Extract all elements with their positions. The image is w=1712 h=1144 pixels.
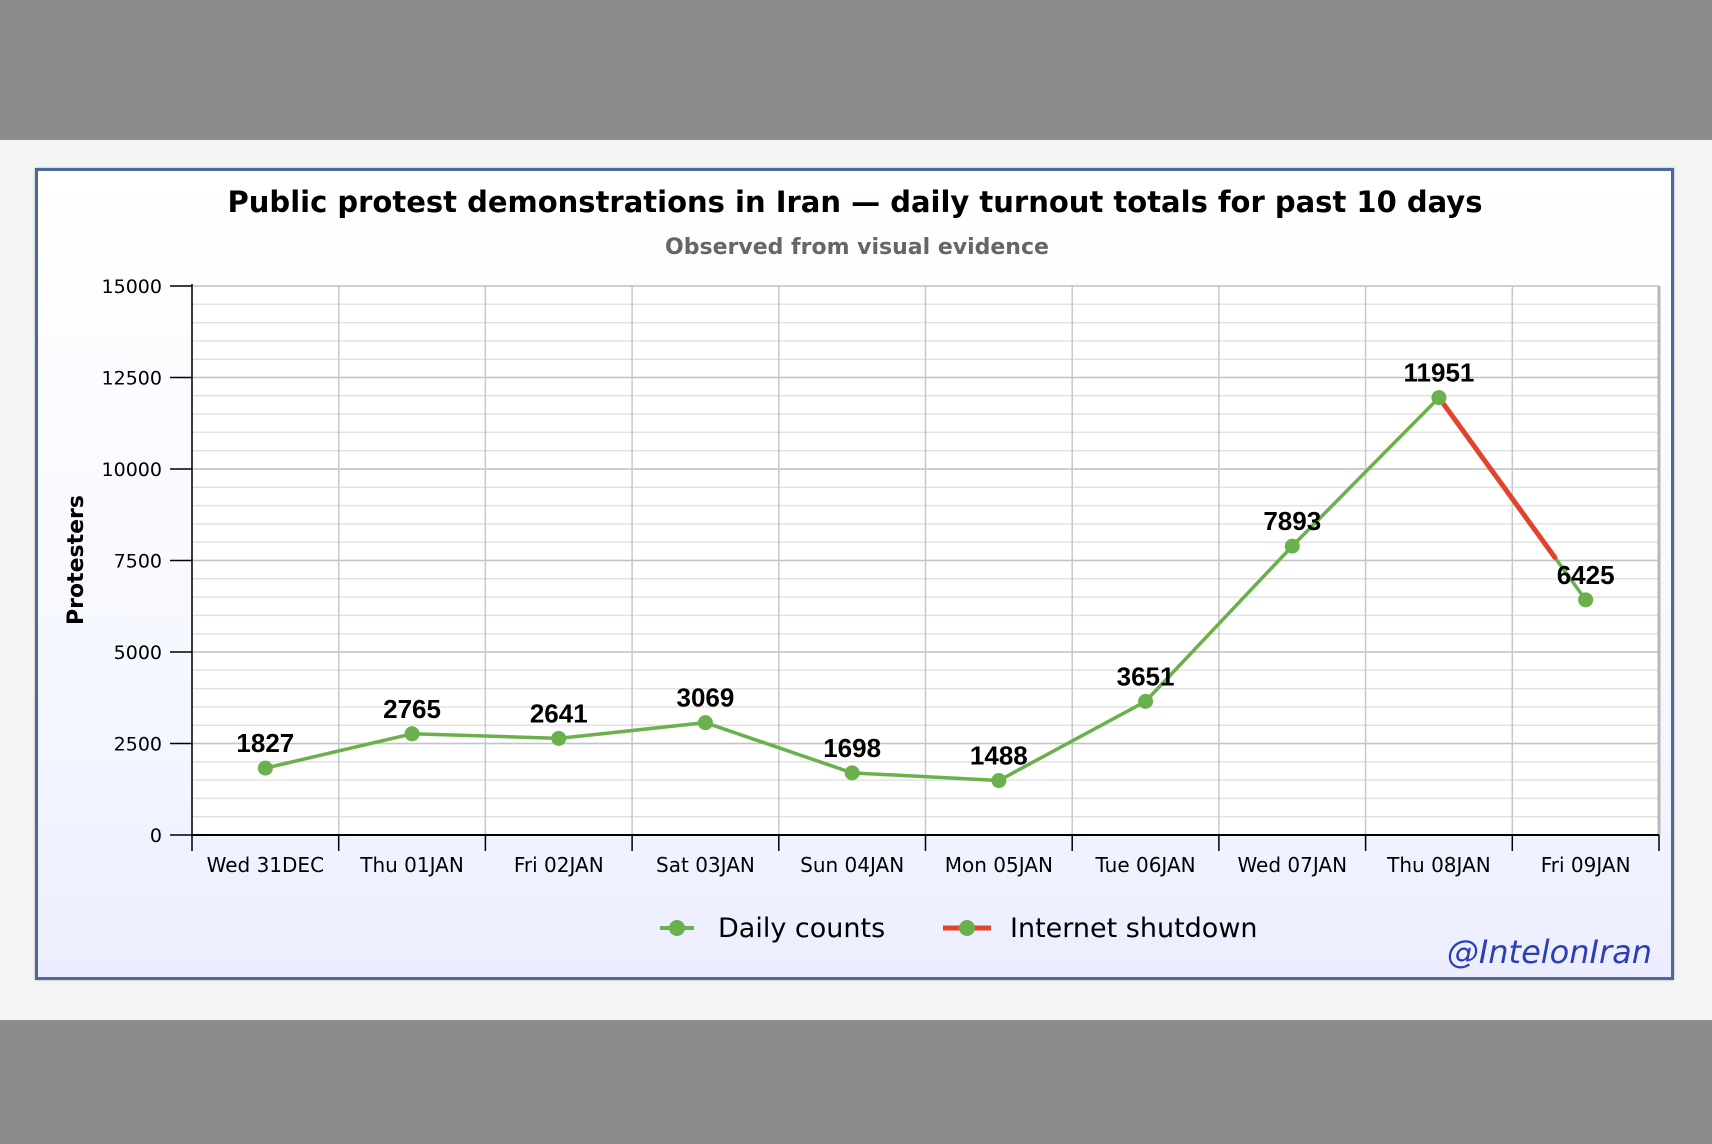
y-tick-label: 2500 (114, 734, 162, 756)
data-label: 1488 (970, 741, 1028, 771)
grid (191, 285, 1661, 836)
chart-subtitle: Observed from visual evidence (665, 235, 1049, 260)
data-label: 11951 (1404, 358, 1475, 388)
data-points (257, 390, 1594, 789)
y-axis-label: Protesters (64, 495, 89, 625)
y-tick-label: 5000 (114, 642, 162, 664)
legend-item-daily-counts[interactable]: Daily counts (660, 913, 885, 944)
y-tick-label: 0 (150, 825, 162, 847)
x-tick-label: Thu 01JAN (359, 853, 464, 877)
data-label: 3651 (1117, 661, 1175, 691)
legend-item-internet-shutdown[interactable]: Internet shutdown (943, 913, 1258, 944)
legend-marker-daily-counts (669, 920, 685, 936)
data-label: 1827 (236, 728, 294, 758)
data-point[interactable] (1284, 538, 1300, 554)
data-point[interactable] (844, 765, 860, 781)
data-point[interactable] (257, 760, 273, 776)
data-point[interactable] (991, 773, 1007, 789)
data-point[interactable] (697, 715, 713, 731)
watermark-handle: @IntelonIran (1447, 933, 1652, 971)
series-lines (264, 395, 1588, 783)
legend-marker-internet-shutdown (959, 920, 975, 936)
x-tick-label: Wed 31DEC (207, 853, 324, 877)
legend: Daily counts Internet shutdown (660, 913, 1258, 944)
data-label: 7893 (1263, 506, 1321, 536)
data-point[interactable] (1431, 390, 1447, 406)
x-tick-label: Sun 04JAN (800, 853, 904, 877)
x-tick-label: Fri 02JAN (514, 853, 604, 877)
legend-label-daily-counts: Daily counts (718, 913, 885, 944)
data-point[interactable] (404, 726, 420, 742)
x-tick-label: Tue 06JAN (1094, 853, 1195, 877)
data-label: 2765 (383, 694, 441, 724)
x-tick-label: Sat 03JAN (656, 853, 755, 877)
data-label: 6425 (1557, 560, 1615, 590)
axes: 0 2500 5000 7500 10000 12500 15000 Wed 31DEC Thu… (102, 276, 1660, 877)
x-tick-label: Thu 08JAN (1386, 853, 1491, 877)
legend-label-internet-shutdown: Internet shutdown (1010, 913, 1258, 944)
series-line-internet-shutdown (1436, 395, 1558, 560)
x-tick-label: Mon 05JAN (945, 853, 1053, 877)
data-point[interactable] (1138, 693, 1154, 709)
y-tick-label: 10000 (102, 459, 162, 481)
y-tick-label: 7500 (114, 551, 162, 573)
chart-title: Public protest demonstrations in Iran — … (228, 185, 1483, 219)
x-tick-label: Wed 07JAN (1237, 853, 1347, 877)
data-labels: 1827 2765 2641 3069 1698 1488 3651 7893 11951 642… (236, 358, 1614, 771)
data-label: 2641 (530, 698, 588, 728)
data-label: 1698 (823, 733, 881, 763)
series-line-daily-counts (264, 395, 1588, 783)
x-tick-label: Fri 09JAN (1541, 853, 1631, 877)
data-point[interactable] (1578, 592, 1594, 608)
y-tick-label: 12500 (102, 368, 162, 390)
data-label: 3069 (677, 683, 735, 713)
y-tick-label: 15000 (102, 276, 162, 298)
data-point[interactable] (551, 730, 567, 746)
